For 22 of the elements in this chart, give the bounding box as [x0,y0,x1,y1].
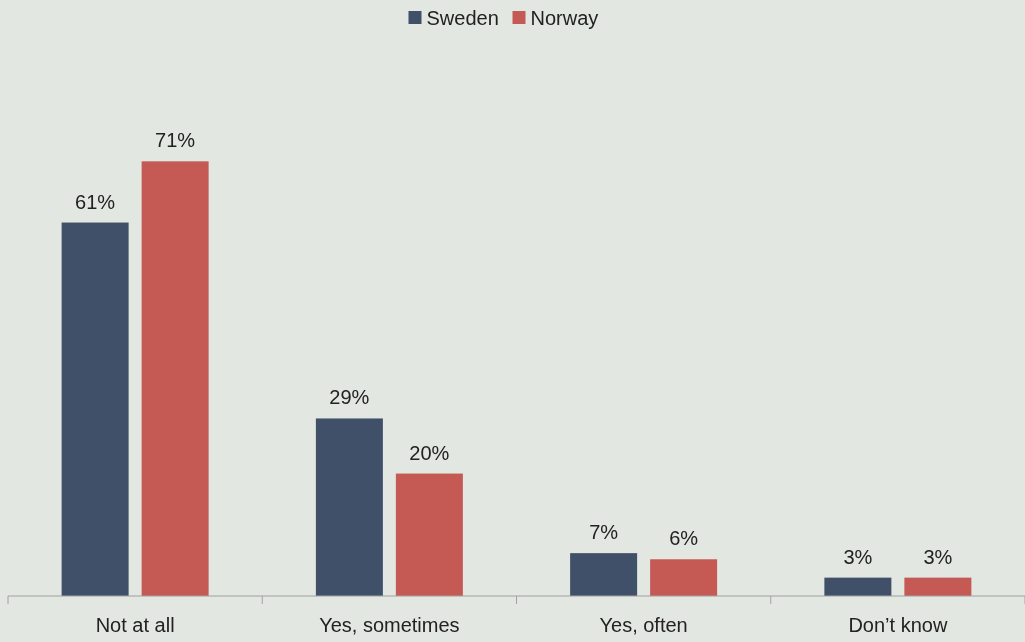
bar [61,222,129,596]
data-label: 61% [75,190,116,213]
bar [315,418,383,596]
x-tick-label: Yes, sometimes [319,614,460,636]
data-label: 6% [669,527,699,550]
bar [141,161,209,596]
bar [824,577,892,596]
x-tick-label: Don’t know [848,614,948,636]
bar [904,577,972,596]
data-label: 71% [155,129,196,152]
data-label: 3% [923,545,953,568]
x-tick-label: Not at all [95,614,175,636]
legend-label: Sweden [426,7,499,29]
data-label: 29% [329,386,370,409]
bar [395,473,463,596]
data-label: 3% [843,545,873,568]
data-label: 20% [409,441,450,464]
bar [650,559,718,596]
bar [570,553,638,596]
x-tick-label: Yes, often [599,614,688,636]
legend-label: Norway [530,7,599,29]
data-label: 7% [589,521,619,544]
